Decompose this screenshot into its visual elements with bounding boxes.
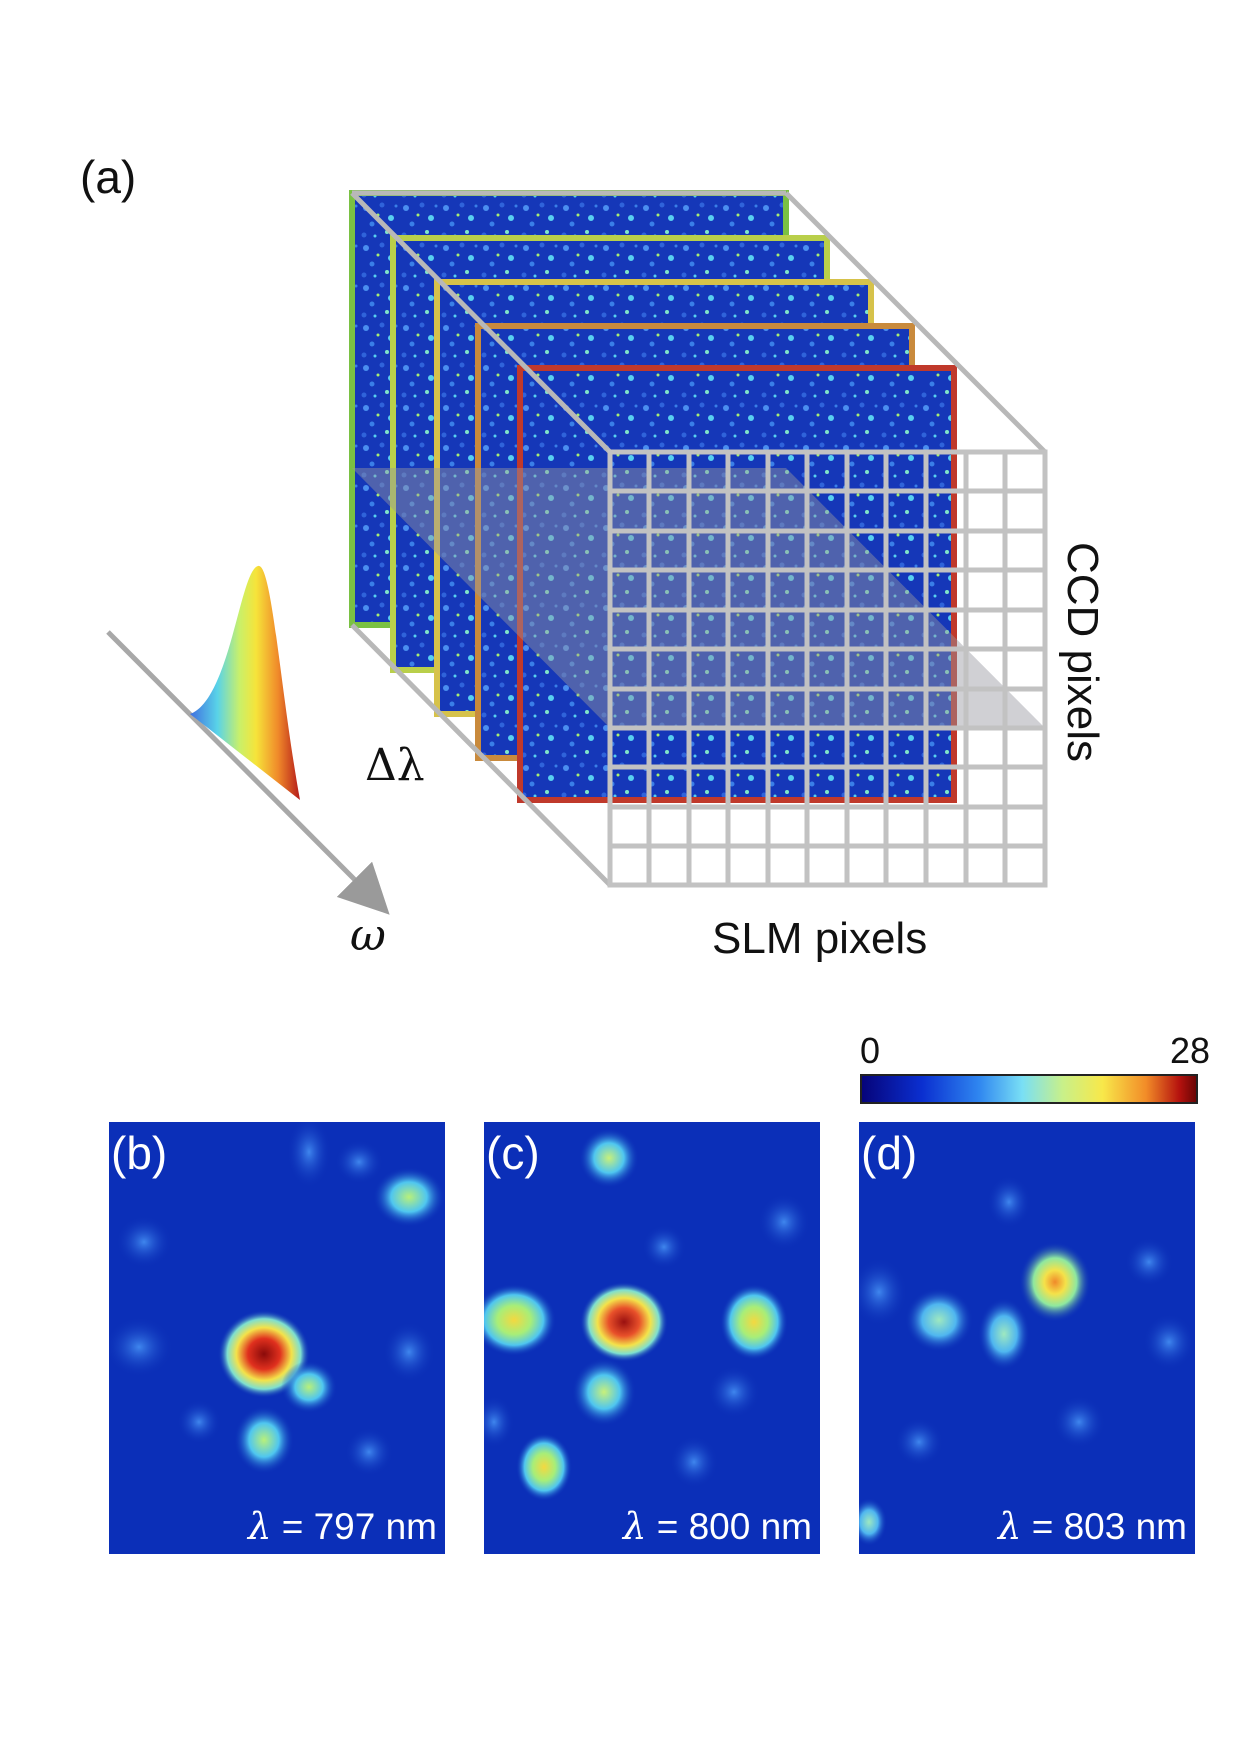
slm-ccd-grid: [607, 449, 1048, 888]
heatmap-d: (d) λ = 803 nm: [859, 1122, 1195, 1554]
panel-b-wavelength-value: = 797 nm: [281, 1506, 437, 1547]
colorbar: [860, 1074, 1198, 1104]
panel-d-wavelength: λ = 803 nm: [998, 1505, 1187, 1548]
panel-a-label: (a): [80, 151, 137, 203]
heatmap-b: (b) λ = 797 nm: [109, 1122, 445, 1554]
panel-c-wavelength: λ = 800 nm: [623, 1505, 812, 1548]
heatmap-c: (c) λ = 800 nm: [484, 1122, 820, 1554]
panel-d-label: (d): [861, 1127, 918, 1179]
panel-c-wavelength-value: = 800 nm: [656, 1506, 812, 1547]
omega-axis-arrow: [106, 630, 390, 915]
omega-label: ω: [350, 910, 386, 961]
delta-lambda-label: Δλ: [365, 740, 425, 791]
colorbar-max-label: 28: [1170, 1030, 1211, 1071]
panel-c-lambda: λ: [622, 1505, 647, 1548]
panel-d-wavelength-value: = 803 nm: [1031, 1506, 1187, 1547]
slice-plane: [352, 468, 1045, 728]
panel-b-label: (b): [111, 1127, 168, 1179]
cube-wireframe: [350, 190, 1047, 887]
panel-b-wavelength: λ = 797 nm: [248, 1505, 437, 1548]
spectrum-curve: [190, 565, 300, 800]
panel-b-lambda: λ: [247, 1505, 272, 1548]
panel-d-lambda: λ: [997, 1505, 1022, 1548]
colorbar-min-label: 0: [860, 1030, 881, 1071]
panel-c-label: (c): [486, 1127, 540, 1179]
ccd-axis-label: CCD pixels: [1058, 542, 1107, 763]
slm-axis-label: SLM pixels: [712, 914, 928, 963]
spectral-cube-diagram: [106, 190, 1048, 915]
